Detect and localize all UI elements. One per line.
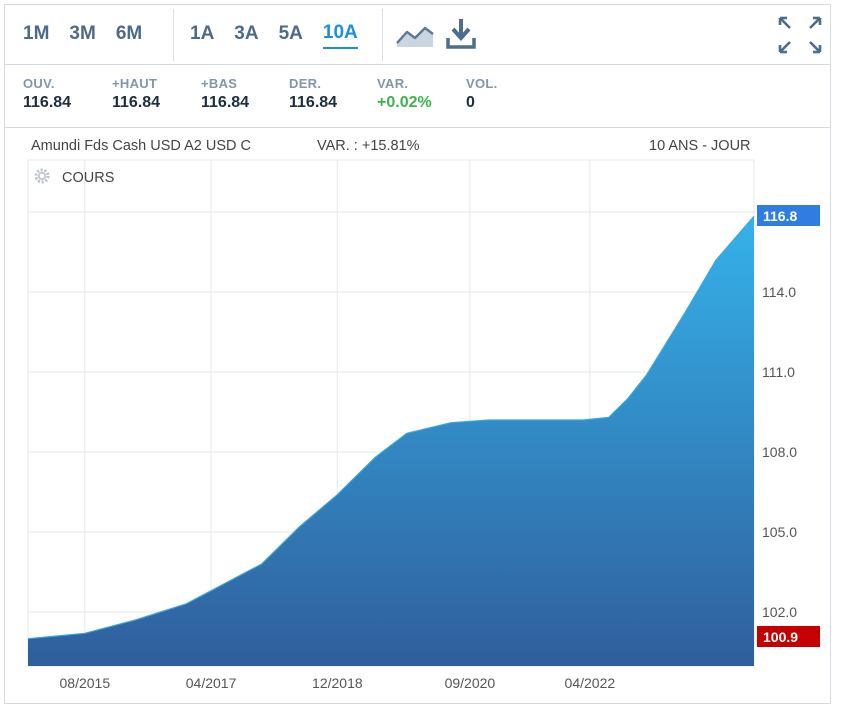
stat-low: +BAS 116.84 xyxy=(201,76,249,112)
stat-label: VOL. xyxy=(466,76,498,91)
y-tick-label: 102.0 xyxy=(762,604,797,620)
x-tick-label: 04/2017 xyxy=(186,675,237,691)
low-value-text: 100.9 xyxy=(763,629,798,645)
last-value-badge: 116.8 xyxy=(757,205,820,226)
toolbar-divider xyxy=(173,9,174,61)
stat-label: +BAS xyxy=(201,76,238,91)
stat-value: 116.84 xyxy=(289,94,338,111)
period-3m[interactable]: 3M xyxy=(69,22,96,44)
period-6m[interactable]: 6M xyxy=(115,22,143,44)
toolbar: 1M 3M 6M 1A 3A 5A 10A xyxy=(5,5,830,65)
toolbar-divider xyxy=(382,9,383,61)
y-tick-label: 105.0 xyxy=(762,524,797,540)
period-1a[interactable]: 1A xyxy=(190,22,215,44)
stat-value: +0.02% xyxy=(377,94,432,111)
x-tick-label: 09/2020 xyxy=(445,675,496,691)
period-group-short: 1M 3M 6M xyxy=(23,5,162,65)
stat-label: DER. xyxy=(289,76,322,91)
y-tick-label: 111.0 xyxy=(762,364,795,380)
stat-last: DER. 116.84 xyxy=(289,76,337,112)
period-group-long: 1A 3A 5A 10A xyxy=(190,5,378,65)
line-chart-icon[interactable] xyxy=(395,17,435,56)
stat-label: VAR. xyxy=(377,76,409,91)
stat-open: OUV. 116.84 xyxy=(23,76,71,112)
period-5a[interactable]: 5A xyxy=(278,22,303,44)
stat-value: 116.84 xyxy=(201,94,250,111)
price-area xyxy=(28,216,754,667)
y-tick-label: 114.0 xyxy=(762,284,796,300)
period-variation: VAR. : +15.81% xyxy=(317,138,420,154)
stat-variation: VAR. +0.02% xyxy=(377,76,432,112)
chart-range-label: 10 ANS - JOUR xyxy=(649,138,751,154)
stat-volume: VOL. 0 xyxy=(466,76,498,112)
y-tick-label: 108.0 xyxy=(762,444,797,460)
instrument-name: Amundi Fds Cash USD A2 USD C xyxy=(31,138,251,154)
period-1m[interactable]: 1M xyxy=(23,22,50,44)
series-toggle[interactable]: COURS xyxy=(34,168,114,186)
low-value-badge: 100.9 xyxy=(757,626,820,647)
stat-label: OUV. xyxy=(23,76,55,91)
x-tick-label: 04/2022 xyxy=(565,675,616,691)
x-tick-label: 12/2018 xyxy=(312,675,363,691)
series-toggle-label: COURS xyxy=(62,170,114,186)
stat-value: 116.84 xyxy=(23,94,72,111)
gear-icon[interactable] xyxy=(34,168,50,184)
expand-icon[interactable] xyxy=(777,15,823,60)
price-line xyxy=(27,215,755,640)
period-10a[interactable]: 10A xyxy=(322,22,358,49)
stat-high: +HAUT 116.84 xyxy=(112,76,160,112)
low-value-badge-bg xyxy=(757,626,820,647)
period-3a[interactable]: 3A xyxy=(234,22,259,44)
x-axis: 08/2015 04/2017 12/2018 09/2020 04/2022 xyxy=(60,675,616,691)
stat-value: 116.84 xyxy=(112,94,161,111)
stat-label: +HAUT xyxy=(112,76,158,91)
last-value-text: 116.8 xyxy=(763,208,797,224)
download-icon[interactable] xyxy=(445,17,477,56)
x-tick-label: 08/2015 xyxy=(60,675,111,691)
last-value-badge-bg xyxy=(757,205,820,226)
quote-stats: OUV. 116.84 +HAUT 116.84 +BAS 116.84 DER… xyxy=(5,66,830,128)
stat-value: 0 xyxy=(466,94,475,111)
